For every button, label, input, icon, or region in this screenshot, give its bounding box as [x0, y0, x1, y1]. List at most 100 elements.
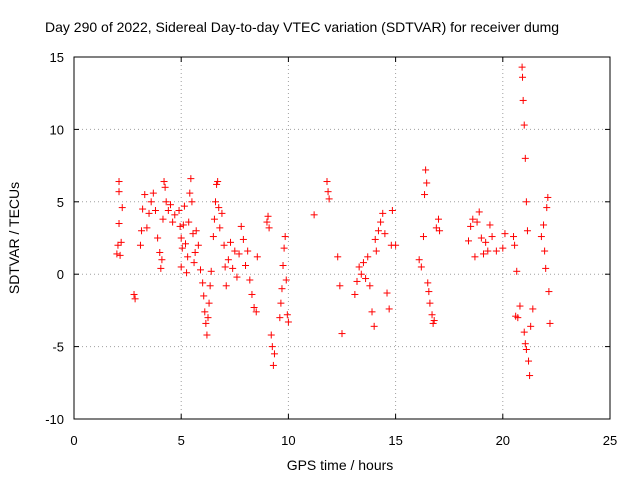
data-point [521, 340, 529, 348]
chart-title: Day 290 of 2022, Sidereal Day-to-day VTE… [45, 19, 559, 35]
data-point [139, 205, 147, 213]
data-point [201, 308, 209, 316]
data-point [362, 275, 370, 283]
data-point [138, 227, 146, 235]
data-point [351, 290, 359, 298]
data-point [499, 244, 507, 252]
data-point [171, 211, 179, 219]
data-point [214, 178, 222, 186]
data-point [377, 218, 385, 226]
data-point [203, 331, 211, 339]
data-point [436, 227, 444, 235]
data-point [415, 256, 423, 264]
data-point [429, 319, 437, 327]
data-point [484, 247, 492, 255]
data-point [264, 212, 272, 220]
data-point [526, 372, 534, 380]
data-point [224, 256, 232, 264]
data-point [252, 308, 260, 316]
data-point [480, 250, 488, 258]
data-point [248, 290, 256, 298]
data-point [519, 96, 527, 104]
data-point [516, 302, 524, 310]
data-point [469, 215, 477, 223]
data-point [222, 282, 230, 290]
data-point [130, 290, 138, 298]
data-point [263, 218, 271, 226]
data-point [239, 235, 247, 243]
data-point [464, 237, 472, 245]
data-point [220, 241, 228, 249]
data-point [501, 230, 509, 238]
data-point [471, 253, 479, 261]
data-point [180, 202, 188, 210]
data-point [334, 253, 342, 261]
axis-ticks: 0 5 10 15 20 25 -10 -5 0 5 10 15 [45, 50, 617, 448]
data-point [246, 276, 254, 284]
data-point [540, 221, 548, 229]
data-point [277, 299, 285, 307]
data-point [432, 224, 440, 232]
data-point [520, 328, 528, 336]
data-point [192, 227, 200, 235]
data-point [204, 314, 212, 322]
data-point [178, 244, 186, 252]
data-point [237, 222, 245, 230]
y-axis-label: SDTVAR / TECUs [6, 182, 22, 294]
data-point [160, 178, 168, 186]
data-point [521, 154, 529, 162]
data-point [270, 350, 278, 358]
data-point [323, 178, 331, 186]
data-point [510, 233, 518, 241]
data-point [522, 198, 530, 206]
data-point [434, 215, 442, 223]
data-point [207, 267, 215, 275]
data-point [242, 262, 250, 270]
data-point [467, 222, 475, 230]
data-point [221, 263, 229, 271]
data-point [276, 314, 284, 322]
data-point [383, 289, 391, 297]
data-point [424, 279, 432, 287]
data-point [336, 282, 344, 290]
data-point [426, 299, 434, 307]
data-point [154, 234, 162, 242]
data-point [543, 204, 551, 212]
data-point [161, 183, 169, 191]
x-tick-label: 5 [178, 433, 185, 448]
data-point [488, 233, 496, 241]
data-point [379, 209, 387, 217]
data-point [213, 180, 221, 188]
data-point [324, 188, 332, 196]
data-point [176, 222, 184, 230]
data-point [371, 235, 379, 243]
data-point [151, 206, 159, 214]
data-point [200, 292, 208, 300]
data-point [473, 218, 481, 226]
data-points [113, 63, 554, 380]
y-tick-label: 0 [57, 267, 64, 282]
data-point [513, 267, 521, 275]
data-point [183, 269, 191, 277]
data-point [177, 263, 185, 271]
data-point [141, 191, 149, 199]
data-point [187, 175, 195, 183]
data-point [527, 322, 535, 330]
data-point [280, 244, 288, 252]
data-point [385, 305, 393, 313]
data-point [546, 319, 554, 327]
data-point [149, 189, 157, 197]
data-point [113, 250, 121, 258]
data-point [227, 238, 235, 246]
data-point [421, 191, 429, 199]
data-point [269, 361, 277, 369]
data-point [359, 259, 367, 267]
data-point [196, 266, 204, 274]
data-point [477, 234, 485, 242]
data-point [136, 241, 144, 249]
data-point [537, 233, 545, 241]
data-point [486, 221, 494, 229]
data-point [364, 253, 372, 261]
data-point [162, 198, 170, 206]
